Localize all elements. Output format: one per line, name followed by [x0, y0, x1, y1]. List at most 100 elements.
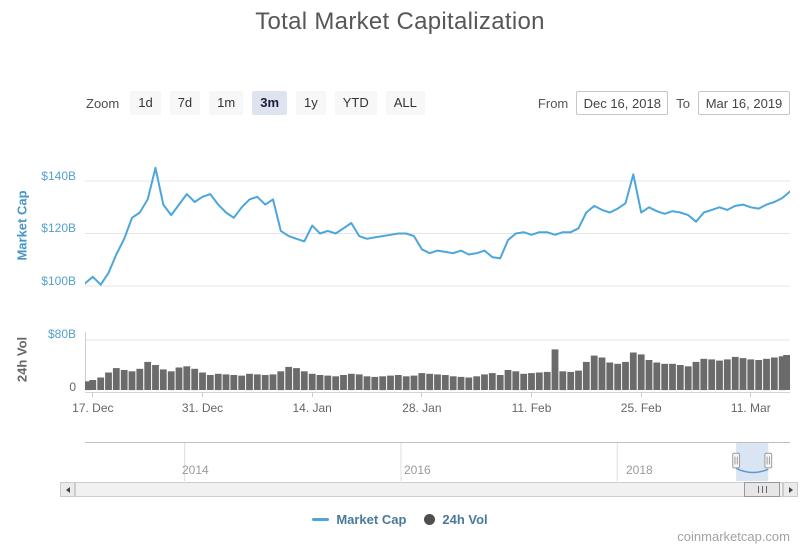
- volume-bar: [97, 377, 105, 390]
- volume-bar: [645, 360, 653, 390]
- volume-bar: [293, 368, 300, 390]
- scrollbar-right-button[interactable]: [783, 482, 798, 497]
- volume-bar: [763, 358, 770, 391]
- zoom-button-all[interactable]: ALL: [385, 91, 425, 115]
- zoom-button-7d[interactable]: 7d: [169, 91, 201, 115]
- volume-bar: [457, 376, 465, 390]
- market-cap-line: [85, 166, 790, 286]
- volume-bar: [418, 373, 426, 390]
- volume-bar: [230, 375, 238, 390]
- volume-bar: [253, 374, 261, 390]
- x-axis-label: 25. Feb: [620, 401, 662, 415]
- volume-bar: [191, 368, 199, 391]
- volume-bar: [144, 361, 152, 390]
- volume-bar: [105, 372, 112, 390]
- x-axis-tick: [311, 392, 313, 397]
- circle-marker-icon: [424, 513, 436, 525]
- zoom-button-1d[interactable]: 1d: [130, 91, 161, 115]
- x-axis-tick: [640, 392, 642, 397]
- volume-bar: [481, 374, 488, 390]
- volume-bar: [441, 375, 449, 390]
- ytick-100b: $100B: [41, 274, 76, 288]
- ytick-zero: 0: [69, 380, 76, 394]
- ytick-80b: $80B: [47, 327, 76, 341]
- to-date-input[interactable]: [698, 91, 790, 115]
- volume-bar: [653, 362, 661, 390]
- navigator-selected-range[interactable]: [736, 443, 769, 481]
- volume-bar: [410, 375, 418, 390]
- volume-bar: [700, 358, 708, 391]
- volume-bar: [590, 355, 598, 390]
- zoom-button-1m[interactable]: 1m: [209, 91, 244, 115]
- volume-bar: [120, 370, 128, 390]
- page-title: Total Market Capitalization: [255, 8, 545, 35]
- volume-bar: [183, 366, 191, 391]
- scrollbar-track[interactable]: [75, 482, 783, 497]
- volume-bar: [332, 376, 340, 391]
- volume-bar: [112, 368, 120, 390]
- volume-bar: [434, 374, 441, 390]
- from-label: From: [537, 95, 569, 111]
- volume-bar: [300, 371, 308, 391]
- volume-bar: [778, 356, 786, 391]
- zoom-button-ytd[interactable]: YTD: [334, 91, 377, 115]
- volume-bar: [614, 363, 622, 391]
- volume-bar: [371, 376, 379, 390]
- market-cap-plot[interactable]: [85, 148, 790, 304]
- volume-bar: [669, 363, 676, 391]
- legend: Market Cap 24h Vol: [0, 509, 800, 529]
- legend-item-market-cap[interactable]: Market Cap: [312, 512, 406, 527]
- zoom-button-3m[interactable]: 3m: [252, 91, 288, 115]
- volume-bar: [347, 373, 355, 391]
- scrollbar-thumb[interactable]: [744, 482, 780, 497]
- legend-item-24h-vol[interactable]: 24h Vol: [424, 511, 488, 527]
- volume-plot[interactable]: [85, 330, 790, 392]
- volume-bar: [379, 376, 387, 391]
- from-date-input[interactable]: [576, 91, 669, 115]
- volume-bar: [136, 368, 144, 391]
- volume-bar: [222, 374, 230, 390]
- volume-bar: [340, 375, 347, 390]
- volume-bar: [85, 381, 92, 391]
- volume-bar: [89, 380, 97, 390]
- volume-bar: [402, 376, 410, 391]
- watermark: coinmarketcap.com: [677, 529, 790, 544]
- volume-bar: [739, 358, 747, 390]
- volume-bar: [731, 356, 739, 390]
- left-arrow-icon: [65, 486, 70, 493]
- volume-bar: [488, 373, 496, 390]
- volume-bar: [363, 376, 371, 391]
- zoom-button-1y[interactable]: 1y: [296, 91, 326, 115]
- volume-bar: [622, 361, 629, 390]
- navigator-right-handle[interactable]: [764, 452, 773, 469]
- volume-bar: [723, 359, 731, 390]
- volume-bar: [238, 375, 246, 390]
- volume-bar: [308, 373, 316, 391]
- volume-bar: [708, 359, 716, 390]
- volume-bar: [214, 373, 222, 391]
- volume-bar: [582, 361, 590, 390]
- navigator-left-handle[interactable]: [732, 452, 741, 469]
- scrollbar-left-button[interactable]: [60, 482, 75, 497]
- x-axis-tick: [92, 392, 94, 397]
- volume-bar: [387, 375, 394, 390]
- volume-bar: [559, 371, 567, 391]
- volume-bar: [152, 365, 159, 390]
- volume-bar: [755, 360, 763, 390]
- x-axis: [85, 392, 790, 393]
- x-axis-label: 28. Jan: [402, 401, 442, 415]
- navigator[interactable]: [85, 442, 790, 481]
- volume-bar: [512, 371, 520, 391]
- volume-bar: [684, 366, 692, 391]
- legend-label: 24h Vol: [442, 511, 488, 527]
- volume-bar: [426, 373, 434, 391]
- volume-bar: [606, 362, 614, 390]
- right-arrow-icon: [788, 486, 793, 493]
- volume-bar: [528, 373, 535, 390]
- volume-bar: [159, 369, 167, 390]
- x-axis-tick: [531, 392, 532, 397]
- volume-bar: [465, 377, 473, 390]
- x-axis-label: 11. Mar: [730, 401, 771, 415]
- zoom-range-selector: Zoom 1d 7d 1m 3m 1y YTD ALL: [86, 91, 425, 115]
- legend-label: Market Cap: [336, 511, 407, 527]
